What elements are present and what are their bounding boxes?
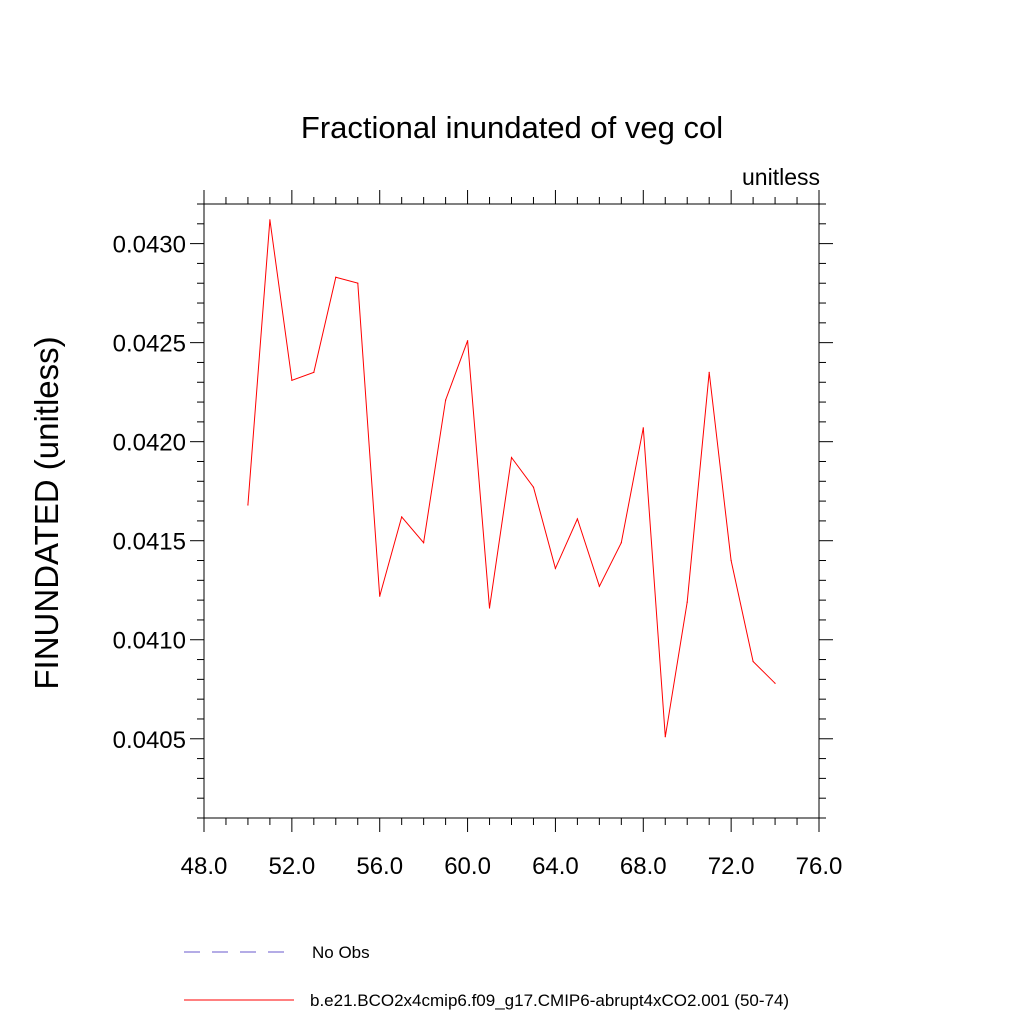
- data-point: [774, 682, 776, 684]
- y-tick-label: 0.0420: [113, 430, 186, 457]
- data-point: [752, 660, 754, 663]
- data-point: [730, 559, 732, 562]
- data-point: [620, 542, 622, 544]
- legend: No Obs b.e21.BCO2x4cmip6.f09_g17.CMIP6-ab…: [184, 943, 789, 1010]
- legend-label: No Obs: [312, 943, 370, 962]
- y-tick-label: 0.0425: [113, 331, 186, 358]
- data-point: [247, 504, 249, 506]
- x-axis-tick-labels: 48.0 52.0 56.0 60.0 64.0 68.0 72.0 76.0: [181, 853, 843, 880]
- x-tick-label: 76.0: [796, 853, 843, 880]
- x-axis-ticks: [203, 190, 820, 832]
- data-point: [598, 585, 600, 587]
- x-tick-label: 68.0: [620, 853, 667, 880]
- x-tick-label: 64.0: [532, 853, 579, 880]
- data-point: [576, 518, 578, 520]
- x-tick-label: 52.0: [268, 853, 315, 880]
- plot-frame: [203, 203, 820, 819]
- data-point: [642, 427, 644, 429]
- y-axis-tick-labels: 0.0405 0.0410 0.0415 0.0420 0.0425 0.0430: [113, 232, 186, 754]
- data-point: [379, 595, 381, 597]
- legend-label: b.e21.BCO2x4cmip6.f09_g17.CMIP6-abrupt4x…: [310, 991, 789, 1010]
- y-axis-ticks: [190, 203, 833, 819]
- y-axis-label: FINUNDATED (unitless): [28, 336, 65, 689]
- x-tick-label: 48.0: [181, 853, 228, 880]
- data-point: [664, 736, 666, 738]
- data-point: [445, 399, 447, 401]
- data-point: [335, 276, 337, 278]
- data-point: [423, 542, 425, 544]
- data-point: [488, 607, 491, 609]
- data-point: [313, 371, 315, 373]
- data-point: [510, 456, 513, 459]
- x-tick-label: 60.0: [444, 853, 491, 880]
- data-point: [357, 282, 359, 284]
- data-point: [291, 379, 293, 381]
- data-point: [269, 219, 271, 221]
- y-tick-label: 0.0410: [113, 628, 186, 655]
- series-line: [247, 219, 776, 737]
- data-point: [466, 340, 469, 342]
- y-tick-label: 0.0405: [113, 727, 186, 754]
- chart-title: Fractional inundated of veg col: [301, 110, 723, 145]
- y-tick-label: 0.0430: [113, 232, 186, 259]
- chart-subtitle: unitless: [742, 164, 820, 190]
- data-point: [708, 371, 710, 373]
- x-tick-label: 56.0: [356, 853, 403, 880]
- data-point: [532, 486, 535, 488]
- series-lines: [247, 219, 776, 738]
- y-tick-label: 0.0415: [113, 529, 186, 556]
- data-point: [554, 567, 557, 570]
- data-point: [686, 601, 688, 603]
- data-point: [401, 516, 403, 518]
- x-tick-label: 72.0: [708, 853, 755, 880]
